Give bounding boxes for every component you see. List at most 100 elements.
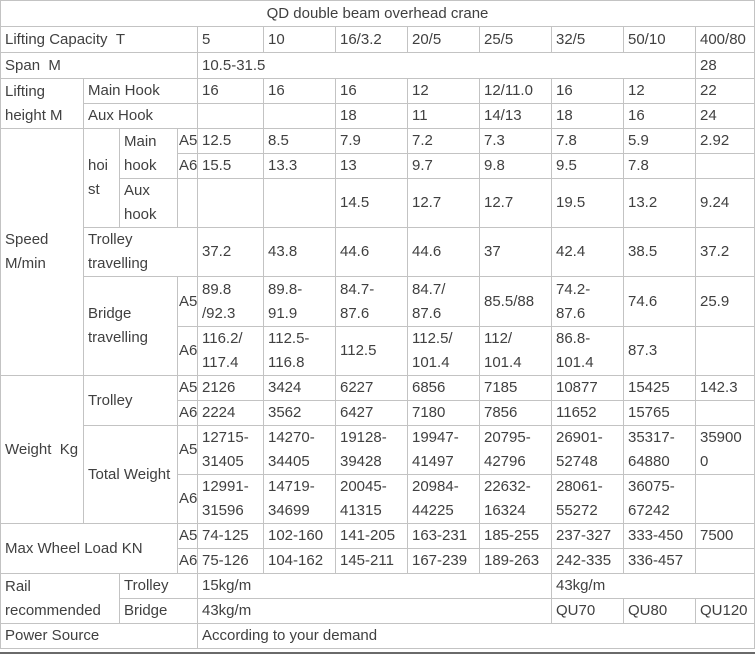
table-cell: 5 (197, 26, 264, 53)
table-cell (695, 400, 755, 426)
table-cell: 112/ 101.4 (479, 326, 552, 376)
table-cell: 7.8 (551, 128, 624, 154)
table-cell: 38.5 (623, 227, 696, 277)
table-row: Speed M/min hoist Main hook A5 12.5 8.5 7.9 7.2… (0, 128, 755, 376)
table-cell: 84.7-87.6 (335, 276, 408, 327)
row-label-rail-bridge: Bridge (119, 598, 198, 624)
table-cell: 35317- 64880 (623, 425, 696, 475)
table-cell: 14719- 34699 (263, 474, 336, 524)
table-cell: A5 (177, 523, 198, 549)
table-cell: 9.7 (407, 153, 480, 179)
row-label-power-source: Power Source (0, 623, 198, 649)
table-cell: 43kg/m (551, 573, 755, 599)
table-cell: A6 (177, 153, 198, 179)
table-cell: 75-126 (197, 548, 264, 574)
table-cell: 74.2-87.6 (551, 276, 624, 327)
table-cell: 7.3 (479, 128, 552, 154)
row-label-hoist: hoist (83, 128, 120, 228)
row-label-span: Span M (0, 52, 198, 79)
table-cell: 28061- 55272 (551, 474, 624, 524)
table-cell: 112.5- 116.8 (263, 326, 336, 376)
table-cell: 10.5-31.5 (197, 52, 696, 79)
table-cell: 6856 (407, 375, 480, 401)
table-cell: 18 (551, 103, 624, 129)
table-cell: 44.6 (335, 227, 408, 277)
table-cell: 11 (407, 103, 480, 129)
table-cell: 14/13 (479, 103, 552, 129)
table-cell: A5 (177, 425, 198, 475)
table-cell: 50/10 (623, 26, 696, 53)
table-cell: 20/5 (407, 26, 480, 53)
table-row: Max Wheel Load KN A5 74-125 102-160 141-205 1… (0, 523, 755, 574)
table-title: QD double beam overhead crane (0, 0, 755, 27)
table-cell: 15kg/m (197, 573, 552, 599)
table-cell: 12715- 31405 (197, 425, 264, 475)
table-cell: A6 (177, 326, 198, 376)
table-cell: 10877 (551, 375, 624, 401)
row-label-bridge-travelling: Bridge travelling (83, 276, 178, 376)
table-cell: 242-335 (551, 548, 624, 574)
table-cell: 36075- 67242 (623, 474, 696, 524)
table-cell: 19128- 39428 (335, 425, 408, 475)
table-cell: 16 (263, 78, 336, 104)
table-cell: 44.6 (407, 227, 480, 277)
table-row: Bridge travelling A5 89.8 /92.3 89.8-91.9 84… (1, 276, 755, 376)
table-row: Lifting Capacity T 5 10 16/3.2 20/5 25/5 32/5 5… (0, 26, 755, 53)
table-cell: 25/5 (479, 26, 552, 53)
table-cell: 112.5 (335, 326, 408, 376)
table-cell: 112.5/ 101.4 (407, 326, 480, 376)
table-cell: 104-162 (263, 548, 336, 574)
table-cell: 6427 (335, 400, 408, 426)
table-cell: 12/11.0 (479, 78, 552, 104)
table-cell: 333-450 (623, 523, 696, 549)
table-cell (695, 474, 755, 524)
table-cell: 20984- 44225 (407, 474, 480, 524)
table-cell: 19947- 41497 (407, 425, 480, 475)
row-label-weight-trolley: Trolley (83, 375, 178, 426)
table-cell: 16 (551, 78, 624, 104)
table-cell: 7.2 (407, 128, 480, 154)
table-cell: 145-211 (335, 548, 408, 574)
table-cell: 18 (335, 103, 408, 129)
table-cell: 102-160 (263, 523, 336, 549)
table-cell: QU120 (695, 598, 755, 624)
table-cell: 9.8 (479, 153, 552, 179)
table-cell: 37.2 (695, 227, 755, 277)
table-cell: 16 (623, 103, 696, 129)
table-cell (197, 178, 264, 228)
table-cell: 359000 (695, 425, 755, 475)
table-cell: 14.5 (335, 178, 408, 228)
table-cell: 89.8-91.9 (263, 276, 336, 327)
table-cell: 74.6 (623, 276, 696, 327)
table-row: A6 75-126 104-162 145-211 167-239 189-263 242-… (1, 548, 755, 574)
table-cell: 3562 (263, 400, 336, 426)
table-cell: 14270- 34405 (263, 425, 336, 475)
table-cell: 12.5 (197, 128, 264, 154)
table-cell: 15765 (623, 400, 696, 426)
table-cell (695, 153, 755, 179)
table-cell: 16 (335, 78, 408, 104)
table-cell: 7856 (479, 400, 552, 426)
table-cell: 7.8 (623, 153, 696, 179)
table-cell: 3424 (263, 375, 336, 401)
table-cell: 142.3 (695, 375, 755, 401)
table-cell (695, 326, 755, 376)
table-cell: 11652 (551, 400, 624, 426)
table-cell: 2.92 (695, 128, 755, 154)
table-cell: 7185 (479, 375, 552, 401)
row-label-aux-hook: Aux Hook (83, 103, 198, 129)
table-row: QD double beam overhead crane (0, 0, 755, 27)
table-cell: 43.8 (263, 227, 336, 277)
table-cell: 8.5 (263, 128, 336, 154)
table-cell: 12991- 31596 (197, 474, 264, 524)
table-cell: A5 (177, 128, 198, 154)
table-cell: 5.9 (623, 128, 696, 154)
table-cell: According to your demand (197, 623, 755, 649)
table-cell: 37.2 (197, 227, 264, 277)
row-label-trolley-travelling: Trolley travelling (83, 227, 198, 277)
table-cell: 15.5 (197, 153, 264, 179)
table-cell: 24 (695, 103, 755, 129)
table-cell: 15425 (623, 375, 696, 401)
table-cell: 13.3 (263, 153, 336, 179)
